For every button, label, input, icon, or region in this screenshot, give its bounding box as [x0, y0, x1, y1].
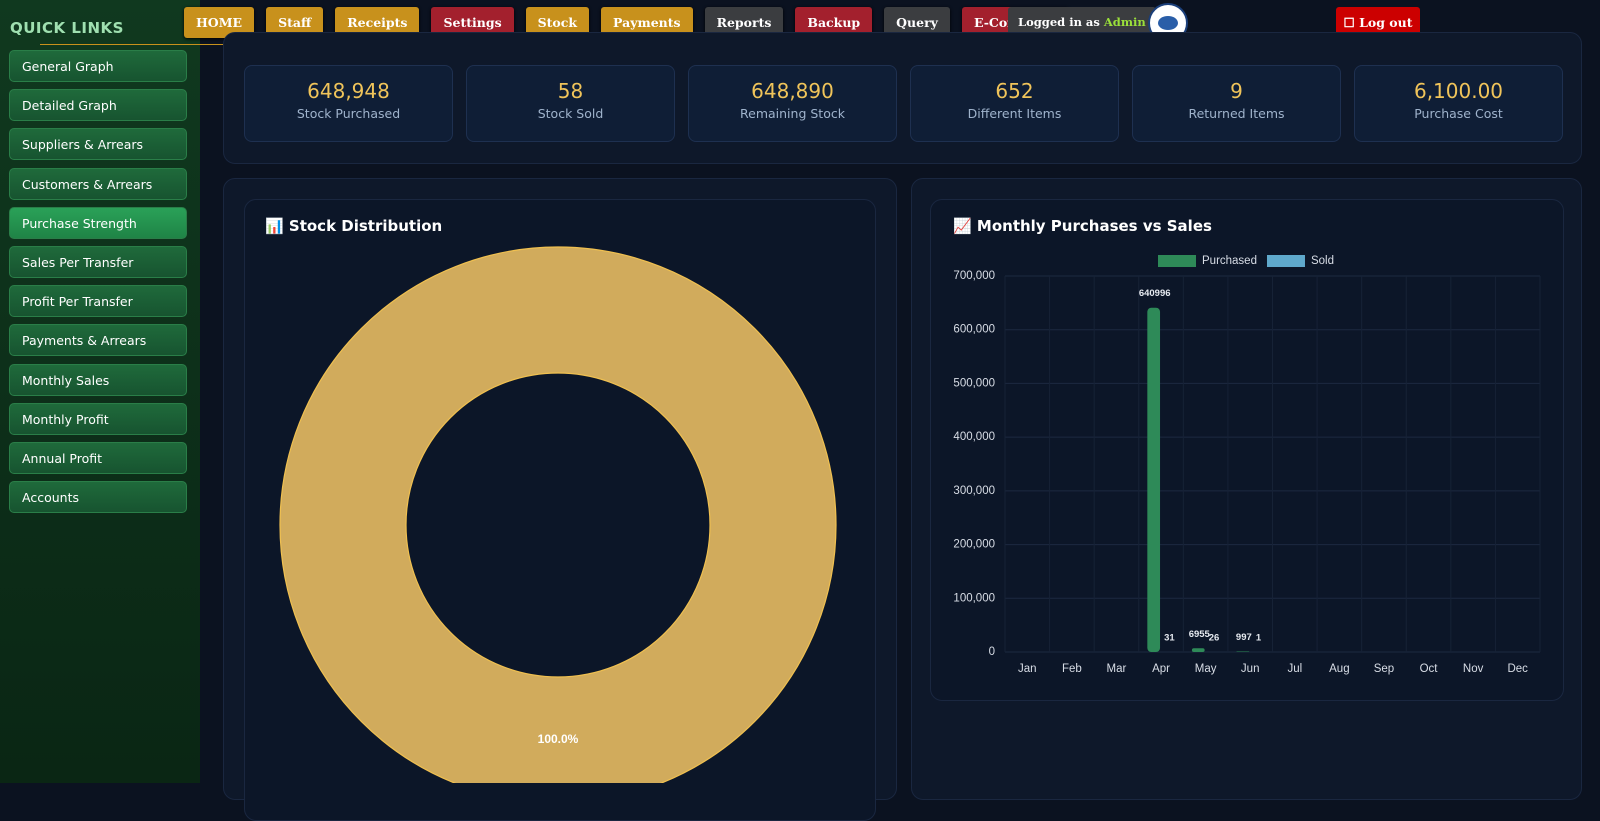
y-tick-label: 300,000 — [953, 485, 995, 497]
data-label: 997 — [1236, 632, 1252, 643]
x-tick-label: Apr — [1152, 663, 1170, 675]
x-tick-label: Mar — [1107, 663, 1127, 675]
x-tick-label: Nov — [1463, 663, 1484, 675]
y-tick-label: 500,000 — [953, 377, 995, 389]
data-label: 1 — [1256, 633, 1262, 644]
stat-card: 9 Returned Items — [1132, 65, 1341, 142]
y-tick-label: 400,000 — [953, 431, 995, 443]
donut-slice — [280, 247, 836, 783]
bar — [1192, 648, 1205, 652]
x-tick-label: Sep — [1374, 663, 1394, 675]
stat-label: Returned Items — [1133, 106, 1340, 121]
legend-label: Sold — [1311, 255, 1334, 267]
x-tick-label: Jan — [1018, 663, 1037, 675]
stat-label: Purchase Cost — [1355, 106, 1562, 121]
stat-label: Different Items — [911, 106, 1118, 121]
data-label: 640996 — [1139, 288, 1171, 299]
x-tick-label: Jul — [1287, 663, 1302, 675]
stat-card: 6,100.00 Purchase Cost — [1354, 65, 1563, 142]
legend-swatch — [1267, 255, 1305, 267]
stat-value: 648,890 — [689, 79, 896, 103]
stat-value: 9 — [1133, 79, 1340, 103]
stat-value: 648,948 — [245, 79, 452, 103]
stat-value: 6,100.00 — [1355, 79, 1562, 103]
donut-border — [406, 373, 710, 677]
stat-label: Stock Sold — [467, 106, 674, 121]
bar — [1236, 651, 1249, 652]
y-tick-label: 700,000 — [953, 270, 995, 282]
stat-label: Remaining Stock — [689, 106, 896, 121]
legend-swatch — [1158, 255, 1196, 267]
y-tick-label: 100,000 — [953, 592, 995, 604]
stat-value: 58 — [467, 79, 674, 103]
x-tick-label: Oct — [1420, 663, 1439, 675]
x-tick-label: May — [1195, 663, 1217, 675]
data-label: 26 — [1209, 633, 1220, 644]
stat-value: 652 — [911, 79, 1118, 103]
x-tick-label: Jun — [1241, 663, 1260, 675]
y-tick-label: 200,000 — [953, 539, 995, 551]
bar — [1147, 308, 1160, 652]
x-tick-label: Aug — [1329, 663, 1349, 675]
stat-card: 58 Stock Sold — [466, 65, 675, 142]
x-tick-label: Dec — [1507, 663, 1528, 675]
stat-label: Stock Purchased — [245, 106, 452, 121]
stat-card: 652 Different Items — [910, 65, 1119, 142]
y-tick-label: 0 — [989, 646, 995, 658]
data-label: 100.0% — [538, 732, 579, 746]
data-label: 6955 — [1189, 629, 1211, 640]
stat-card: 648,890 Remaining Stock — [688, 65, 897, 142]
x-tick-label: Feb — [1062, 663, 1082, 675]
y-tick-label: 600,000 — [953, 324, 995, 336]
legend-label: Purchased — [1202, 255, 1257, 267]
data-label: 31 — [1164, 632, 1175, 643]
stat-card: 648,948 Stock Purchased — [244, 65, 453, 142]
